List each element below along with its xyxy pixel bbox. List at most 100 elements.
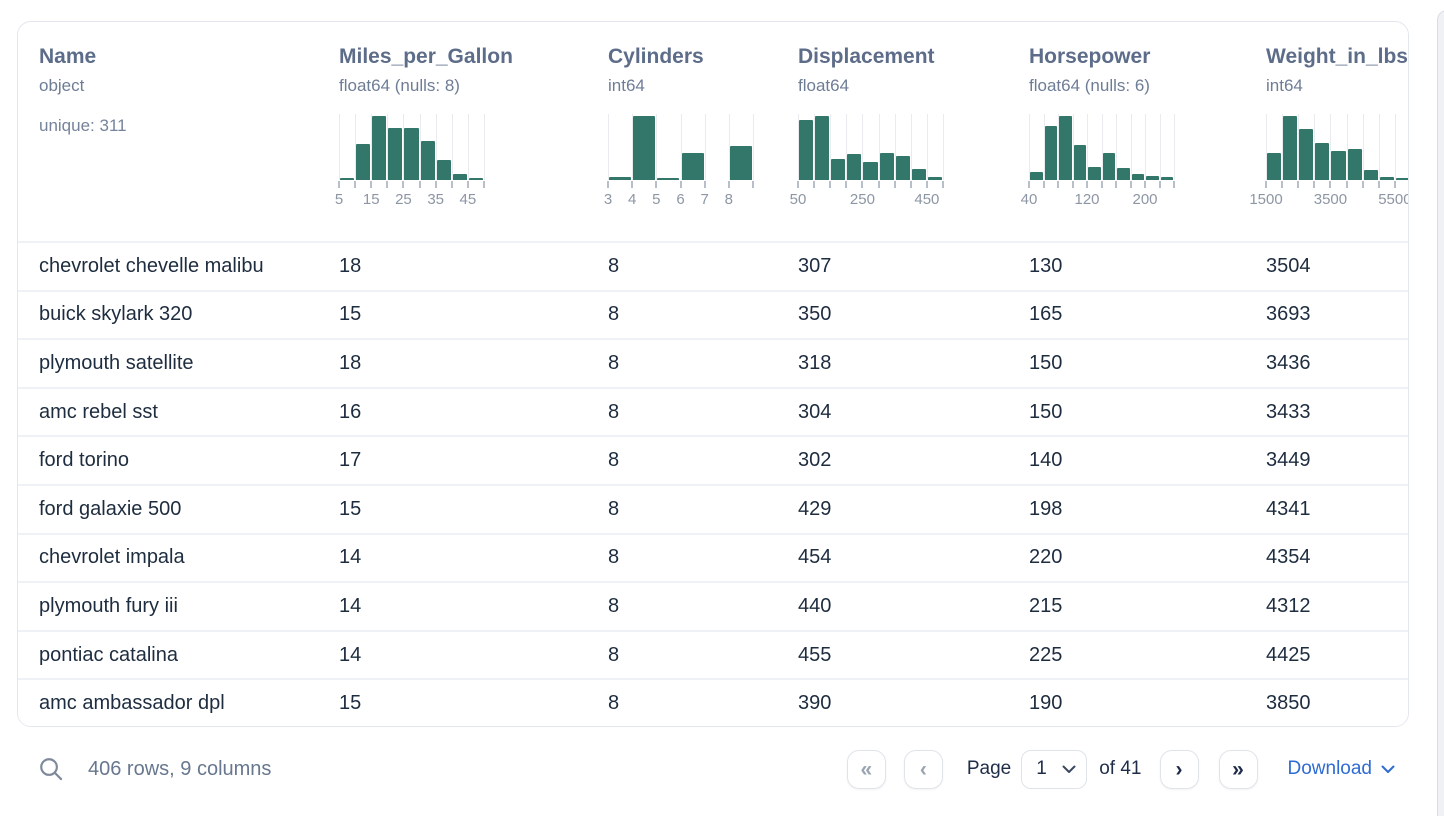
- cell-displacement: 390: [798, 692, 832, 715]
- cell-miles-per-gallon: 17: [339, 449, 362, 472]
- pagination: « ‹ Page 1 of 41 › » Download: [846, 749, 1396, 789]
- column-unique-count: unique: 311: [39, 116, 127, 136]
- cell-displacement: 440: [798, 594, 832, 617]
- first-page-button[interactable]: «: [846, 749, 886, 789]
- row-column-summary: 406 rows, 9 columns: [88, 757, 272, 780]
- table-row: chevrolet impala 14 8 454 220 4354: [18, 532, 1408, 582]
- download-button[interactable]: Download: [1288, 758, 1396, 780]
- cell-horsepower: 190: [1029, 692, 1063, 715]
- next-page-button[interactable]: ›: [1159, 749, 1199, 789]
- column-dtype: float64 (nulls: 8): [339, 76, 460, 96]
- cell-horsepower: 150: [1029, 400, 1063, 423]
- cell-cylinders: 8: [608, 497, 620, 520]
- cell-displacement: 318: [798, 351, 832, 374]
- table-row: ford torino 17 8 302 140 3449: [18, 435, 1408, 484]
- cell-weight-in-lbs: 4354: [1266, 546, 1311, 569]
- cell-name: chevrolet impala: [39, 546, 185, 569]
- chevron-down-icon: [1381, 765, 1395, 773]
- cell-miles-per-gallon: 14: [339, 643, 362, 666]
- cell-displacement: 455: [798, 643, 832, 666]
- cell-miles-per-gallon: 18: [339, 351, 362, 374]
- cell-cylinders: 8: [608, 303, 620, 326]
- cell-weight-in-lbs: 3504: [1266, 254, 1311, 277]
- cell-cylinders: 8: [608, 546, 620, 569]
- table-row: ford galaxie 500 15 8 429 198 4341: [18, 483, 1408, 533]
- cell-weight-in-lbs: 4425: [1266, 643, 1311, 666]
- table-row: amc ambassador dpl 15 8 390 190 3850: [18, 678, 1408, 726]
- page-label: Page: [966, 758, 1012, 779]
- cell-displacement: 307: [798, 254, 832, 277]
- column-header-horsepower[interactable]: Horsepower float64 (nulls: 6) 40 120 200: [1021, 45, 1266, 241]
- table-footer: 406 rows, 9 columns « ‹ Page 1 of 41 › »…: [17, 740, 1409, 798]
- column-title: Weight_in_lbs: [1266, 45, 1408, 68]
- cell-miles-per-gallon: 14: [339, 546, 362, 569]
- cell-miles-per-gallon: 15: [339, 303, 362, 326]
- column-header-displacement[interactable]: Displacement float64 50 250 450: [790, 45, 1029, 241]
- chevron-down-icon: [1062, 765, 1076, 773]
- table-row: plymouth satellite 18 8 318 150 3436: [18, 338, 1408, 387]
- cell-weight-in-lbs: 3850: [1266, 692, 1311, 715]
- column-title: Name: [39, 45, 97, 68]
- data-table-card: Name object unique: 311 Miles_per_Gallon…: [17, 21, 1409, 727]
- column-header-weight-in-lbs[interactable]: Weight_in_lbs int64 1500 3500 5500: [1249, 45, 1408, 241]
- histogram-weight-in-lbs[interactable]: 1500 3500 5500: [1249, 114, 1408, 209]
- search-icon[interactable]: [38, 756, 64, 782]
- column-dtype: int64: [1266, 76, 1303, 96]
- histogram-miles-per-gallon[interactable]: 5 15 25 35 45: [335, 114, 485, 209]
- table-row: plymouth fury iii 14 8 440 215 4312: [18, 581, 1408, 630]
- column-title: Displacement: [798, 45, 935, 68]
- column-header-miles-per-gallon[interactable]: Miles_per_Gallon float64 (nulls: 8) 5 15 2…: [335, 45, 608, 241]
- previous-page-button[interactable]: ‹: [903, 749, 943, 789]
- cell-name: plymouth satellite: [39, 351, 194, 374]
- page-select-value: 1: [1036, 758, 1047, 779]
- cell-horsepower: 130: [1029, 254, 1063, 277]
- cell-weight-in-lbs: 3693: [1266, 303, 1311, 326]
- cell-name: plymouth fury iii: [39, 594, 178, 617]
- cell-name: pontiac catalina: [39, 643, 178, 666]
- cell-cylinders: 8: [608, 351, 620, 374]
- column-dtype: object: [39, 76, 85, 96]
- column-title: Horsepower: [1029, 45, 1151, 68]
- cell-weight-in-lbs: 3449: [1266, 449, 1311, 472]
- histogram-displacement[interactable]: 50 250 450: [790, 114, 944, 209]
- column-header-name[interactable]: Name object unique: 311: [39, 45, 339, 241]
- download-label: Download: [1287, 758, 1373, 779]
- table-header: Name object unique: 311 Miles_per_Gallon…: [18, 22, 1408, 241]
- cell-name: amc ambassador dpl: [39, 692, 225, 715]
- cell-weight-in-lbs: 3433: [1266, 400, 1311, 423]
- cell-miles-per-gallon: 16: [339, 400, 362, 423]
- cell-displacement: 350: [798, 303, 832, 326]
- cell-miles-per-gallon: 15: [339, 692, 362, 715]
- last-page-button[interactable]: »: [1218, 749, 1258, 789]
- table-row: chevrolet chevelle malibu 18 8 307 130 3504: [18, 241, 1408, 290]
- cell-displacement: 304: [798, 400, 832, 423]
- histogram-horsepower[interactable]: 40 120 200: [1021, 114, 1175, 209]
- table-row: buick skylark 320 15 8 350 165 3693: [18, 289, 1408, 339]
- cell-horsepower: 198: [1029, 497, 1063, 520]
- cell-horsepower: 220: [1029, 546, 1063, 569]
- cell-displacement: 454: [798, 546, 832, 569]
- table-row: amc rebel sst 16 8 304 150 3433: [18, 386, 1408, 436]
- table-body: chevrolet chevelle malibu 18 8 307 130 3504 bu…: [18, 241, 1408, 726]
- cell-horsepower: 225: [1029, 643, 1063, 666]
- page-count-label: of 41: [1099, 758, 1142, 779]
- column-dtype: int64: [608, 76, 645, 96]
- cell-horsepower: 140: [1029, 449, 1063, 472]
- cell-horsepower: 150: [1029, 351, 1063, 374]
- cell-name: chevrolet chevelle malibu: [39, 254, 264, 277]
- column-title: Cylinders: [608, 45, 704, 68]
- table-row: pontiac catalina 14 8 455 225 4425: [18, 629, 1408, 679]
- cell-cylinders: 8: [608, 254, 620, 277]
- column-title: Miles_per_Gallon: [339, 45, 513, 68]
- cell-weight-in-lbs: 4312: [1266, 594, 1311, 617]
- page-select[interactable]: 1: [1021, 749, 1088, 789]
- adjacent-panel-edge: [1437, 10, 1444, 816]
- cell-weight-in-lbs: 4341: [1266, 497, 1311, 520]
- cell-cylinders: 8: [608, 449, 620, 472]
- cell-cylinders: 8: [608, 692, 620, 715]
- cell-weight-in-lbs: 3436: [1266, 351, 1311, 374]
- cell-miles-per-gallon: 18: [339, 254, 362, 277]
- cell-displacement: 302: [798, 449, 832, 472]
